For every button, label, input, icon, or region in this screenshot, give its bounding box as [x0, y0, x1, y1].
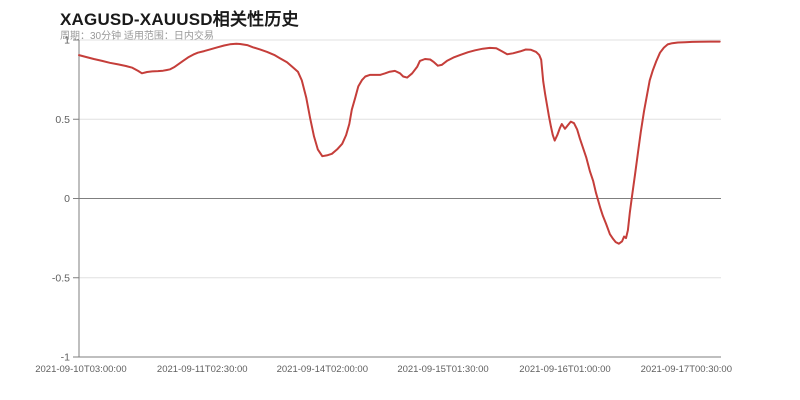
y-axis-label: -0.5: [52, 272, 70, 284]
x-axis-label: 2021-09-15T01:30:00: [397, 364, 488, 375]
x-axis-label: 2021-09-14T02:00:00: [277, 364, 368, 375]
y-axis-label: 0: [64, 193, 70, 205]
chart-title: XAGUSD-XAUUSD相关性历史: [60, 10, 299, 29]
y-axis-label: 1: [64, 35, 70, 47]
chart-subtitle: 周期：30分钟 适用范围：日内交易: [60, 31, 214, 42]
correlation-series-line: [78, 40, 721, 245]
x-axis-label: 2021-09-16T01:00:00: [519, 364, 610, 375]
x-axis-label: 2021-09-11T02:30:00: [157, 364, 248, 375]
y-axis-label: -1: [61, 352, 70, 364]
y-axis-label: 0.5: [55, 114, 70, 126]
x-axis-label: 2021-09-10T03:00:00: [35, 364, 126, 375]
x-axis-label: 2021-09-17T00:30:00: [641, 364, 732, 375]
